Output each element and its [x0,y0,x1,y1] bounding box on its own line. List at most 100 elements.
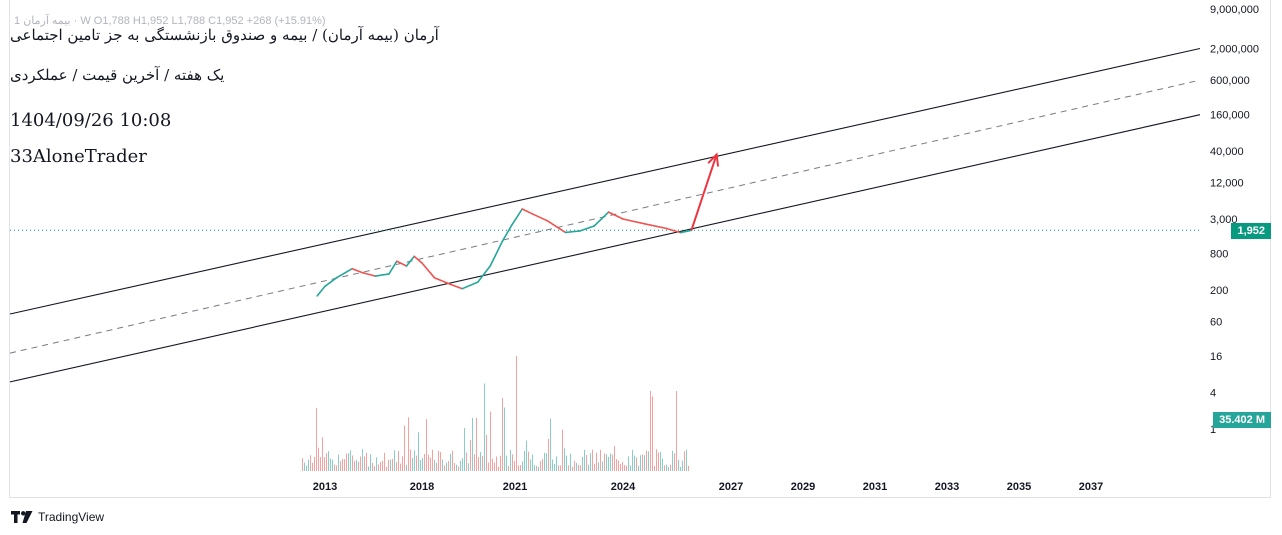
price-segment [607,211,624,220]
volume-bar [460,460,461,471]
volume-bar [508,465,509,471]
volume-bar [514,461,515,471]
price-segment [622,218,646,225]
y-tick-label: 1 [1210,424,1216,436]
volume-bar [470,439,471,471]
volume-bar [588,464,589,471]
volume-bar [396,462,397,471]
volume-bar [498,467,499,471]
volume-bar [626,465,627,471]
volume-bar [630,465,631,471]
volume-bar [376,457,377,471]
price-segment [335,267,354,279]
volume-bar [572,466,573,471]
volume-bar [602,461,603,471]
volume-bar [466,452,467,471]
volume-bar [520,465,521,471]
volume-bar [358,461,359,471]
volume-bar [454,463,455,471]
volume-bar [688,465,689,471]
volume-bar [620,464,621,471]
volume-bar [488,462,489,471]
volume-bar [684,451,685,471]
volume-bar [550,418,551,471]
volume-bar [552,459,553,471]
volume-bar [400,463,401,471]
volume-bar [522,461,523,471]
volume-bar [462,458,463,471]
volume-bar [656,449,657,471]
price-segment [501,224,513,242]
volume-bar [644,455,645,471]
volume-bar [612,454,613,471]
y-tick-label: 4 [1210,388,1216,400]
volume-bar [682,460,683,471]
volume-bar [562,429,563,471]
volume-bar [398,451,399,471]
volume-bar [414,450,415,471]
volume-bar [624,465,625,471]
volume-bar [346,453,347,471]
price-segment [461,281,479,290]
volume-bar [604,453,605,471]
x-tick-label: 2021 [503,481,527,493]
price-segment [564,230,581,234]
volume-bar [638,465,639,471]
price-segment [593,211,610,227]
volume-bar [578,464,579,471]
volume-bar [330,458,331,471]
volume-bar [622,462,623,471]
volume-bar [410,449,411,471]
chart-frame [9,0,1271,498]
volume-bar [432,449,433,471]
volume-bar [308,459,309,471]
volume-bar [368,466,369,471]
volume-bar [666,464,667,471]
tradingview-label: TradingView [38,510,105,524]
volume-bar [510,449,511,471]
price-segment [316,285,326,297]
price-segment [511,208,524,226]
volume-bar [582,456,583,471]
volume-bar [312,462,313,471]
x-tick-label: 2018 [410,481,434,493]
volume-bar [406,464,407,471]
x-tick-label: 2031 [863,481,887,493]
volume-bar [380,462,381,471]
channel-upper-line [9,47,1201,315]
volume-bar [306,465,307,471]
volume-bar [422,458,423,471]
volume-bar [472,417,473,471]
price-segment [405,255,416,267]
volume-bar [356,459,357,471]
tradingview-brand[interactable]: TradingView [11,510,104,524]
volume-bar [564,448,565,471]
price-segment [546,220,567,234]
volume-bar [676,391,677,471]
volume-bar [484,383,485,471]
volume-bar [532,454,533,471]
volume-bar [352,455,353,471]
volume-bar [664,465,665,471]
volume-bar [416,455,417,471]
volume-bar [646,450,647,471]
y-tick-label: 2,000,000 [1210,44,1259,56]
volume-bar [568,465,569,471]
volume-bar [482,456,483,471]
volume-bar [506,455,507,471]
volume-bar [618,460,619,471]
volume-bar [650,391,651,471]
volume-bar [608,456,609,471]
volume-bar [530,459,531,471]
volume-bar [598,462,599,471]
volume-bar [642,454,643,471]
volume-bar [592,449,593,471]
volume-bar [678,459,679,471]
channel-lower-line [9,114,1201,383]
y-tick-label: 200 [1210,285,1228,297]
volume-bar [314,456,315,471]
x-tick-label: 2027 [719,481,743,493]
volume-bar [486,434,487,471]
volume-bar [374,466,375,471]
